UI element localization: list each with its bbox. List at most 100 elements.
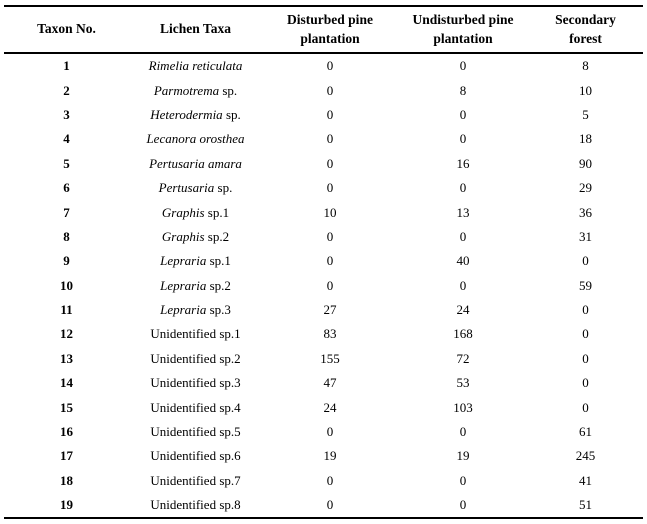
table-row: 1 Rimelia reticulata 0 0 8	[4, 53, 643, 78]
secondary-count-cell: 0	[582, 399, 589, 415]
disturbed-count-cell: 0	[326, 58, 334, 74]
lichen-taxa-cell: Lepraria sp.3	[129, 298, 262, 322]
taxa-genus-italic: Graphis	[161, 228, 205, 244]
table-row: 6 Pertusaria sp. 0 0 29	[4, 176, 643, 200]
taxon-no-cell: 11	[60, 302, 73, 318]
undisturbed-count-cell: 16	[456, 155, 470, 171]
taxa-suffix-plain: Unidentified sp.3	[150, 375, 241, 391]
lichen-taxa-cell: Unidentified sp.3	[129, 371, 262, 395]
disturbed-count-cell: 0	[326, 82, 334, 98]
lichen-taxa-cell: Parmotrema sp.	[129, 78, 262, 102]
taxa-suffix-plain: Unidentified sp.6	[150, 448, 241, 464]
lichen-taxa-cell: Lecanora orosthea	[129, 127, 262, 151]
table-header: Taxon No. Lichen Taxa Disturbed pine pla…	[4, 6, 643, 54]
lichen-abundance-table: Taxon No. Lichen Taxa Disturbed pine pla…	[4, 5, 643, 520]
table-row: 14 Unidentified sp.3 47 53 0	[4, 371, 643, 395]
table-row: 4 Lecanora orosthea 0 0 18	[4, 127, 643, 151]
taxa-suffix-plain: Unidentified sp.8	[150, 497, 241, 513]
disturbed-count-cell: 27	[323, 302, 337, 318]
undisturbed-count-cell: 40	[456, 253, 470, 269]
table-row: 11 Lepraria sp.3 27 24 0	[4, 298, 643, 322]
taxa-suffix-plain: sp.	[214, 180, 233, 196]
lichen-taxa-cell: Lepraria sp.1	[129, 249, 262, 273]
undisturbed-count-cell: 0	[459, 58, 467, 74]
table-row: 17 Unidentified sp.6 19 19 245	[4, 444, 643, 468]
table-row: 5 Pertusaria amara 0 16 90	[4, 152, 643, 176]
header-taxon-no: Taxon No.	[4, 6, 129, 54]
taxa-genus-italic: Lepraria	[160, 302, 207, 318]
table-row: 16 Unidentified sp.5 0 0 61	[4, 420, 643, 444]
taxa-suffix-plain: sp.2	[206, 277, 231, 293]
taxon-no-cell: 1	[63, 58, 70, 74]
lichen-taxa-cell: Heterodermia sp.	[129, 103, 262, 127]
taxa-suffix-plain: Unidentified sp.2	[150, 350, 241, 366]
lichen-taxa-cell: Rimelia reticulata	[129, 53, 262, 78]
secondary-count-cell: 41	[579, 472, 592, 488]
secondary-count-cell: 245	[575, 448, 596, 464]
taxon-no-cell: 17	[60, 448, 73, 464]
taxon-no-cell: 4	[63, 131, 70, 147]
lichen-taxa-cell: Pertusaria amara	[129, 152, 262, 176]
taxa-genus-italic: Heterodermia	[150, 106, 223, 122]
secondary-count-cell: 36	[579, 204, 592, 220]
taxon-no-cell: 5	[63, 155, 70, 171]
taxon-no-cell: 19	[60, 497, 73, 513]
table-row: 15 Unidentified sp.4 24 103 0	[4, 395, 643, 419]
undisturbed-count-cell: 0	[459, 497, 467, 513]
taxa-suffix-plain: sp.1	[206, 253, 231, 269]
taxa-genus-italic: Graphis	[161, 204, 205, 220]
taxon-no-cell: 14	[60, 375, 73, 391]
undisturbed-count-cell: 53	[456, 375, 470, 391]
undisturbed-count-cell: 8	[459, 82, 467, 98]
lichen-taxa-cell: Graphis sp.2	[129, 225, 262, 249]
undisturbed-count-cell: 168	[453, 326, 473, 342]
secondary-count-cell: 31	[579, 228, 592, 244]
taxa-suffix-plain: Unidentified sp.4	[150, 399, 241, 415]
lichen-taxa-cell: Unidentified sp.7	[129, 469, 262, 493]
taxa-genus-italic: Lepraria	[160, 253, 207, 269]
table-row: 2 Parmotrema sp. 0 8 10	[4, 78, 643, 102]
undisturbed-count-cell: 0	[459, 131, 467, 147]
taxon-no-cell: 16	[60, 424, 73, 440]
taxa-suffix-plain: sp.	[219, 82, 238, 98]
secondary-count-cell: 29	[579, 180, 592, 196]
taxa-suffix-plain: Unidentified sp.1	[150, 326, 241, 342]
header-undisturbed: Undisturbed pine plantation	[398, 6, 528, 54]
taxa-suffix-plain: Unidentified sp.5	[150, 424, 241, 440]
header-secondary: Secondary forest	[528, 6, 643, 54]
header-lichen-taxa: Lichen Taxa	[129, 6, 262, 54]
undisturbed-count-cell: 24	[456, 302, 470, 318]
header-row: Taxon No. Lichen Taxa Disturbed pine pla…	[4, 6, 643, 54]
table-row: 13 Unidentified sp.2 155 72 0	[4, 347, 643, 371]
table-row: 19 Unidentified sp.8 0 0 51	[4, 493, 643, 518]
disturbed-count-cell: 0	[326, 497, 334, 513]
secondary-count-cell: 0	[582, 375, 589, 391]
secondary-count-cell: 0	[582, 350, 589, 366]
undisturbed-count-cell: 0	[459, 424, 467, 440]
taxon-no-cell: 2	[63, 82, 70, 98]
disturbed-count-cell: 0	[326, 131, 334, 147]
undisturbed-count-cell: 0	[459, 472, 467, 488]
taxa-genus-italic: Lepraria	[160, 277, 207, 293]
disturbed-count-cell: 10	[323, 204, 337, 220]
secondary-count-cell: 0	[582, 302, 589, 318]
secondary-count-cell: 0	[582, 253, 589, 269]
undisturbed-count-cell: 13	[456, 204, 470, 220]
disturbed-count-cell: 19	[323, 448, 337, 464]
disturbed-count-cell: 155	[320, 350, 340, 366]
secondary-count-cell: 61	[579, 424, 592, 440]
taxon-no-cell: 9	[63, 253, 70, 269]
taxon-no-cell: 13	[60, 350, 73, 366]
secondary-count-cell: 0	[582, 326, 589, 342]
taxa-genus-italic: Pertusaria amara	[149, 155, 242, 171]
disturbed-count-cell: 0	[326, 180, 334, 196]
undisturbed-count-cell: 103	[453, 399, 473, 415]
table-row: 9 Lepraria sp.1 0 40 0	[4, 249, 643, 273]
disturbed-count-cell: 0	[326, 155, 334, 171]
secondary-count-cell: 18	[579, 131, 592, 147]
disturbed-count-cell: 24	[323, 399, 337, 415]
table-row: 18 Unidentified sp.7 0 0 41	[4, 469, 643, 493]
taxon-no-cell: 10	[60, 277, 73, 293]
taxa-suffix-plain: sp.2	[204, 228, 230, 244]
